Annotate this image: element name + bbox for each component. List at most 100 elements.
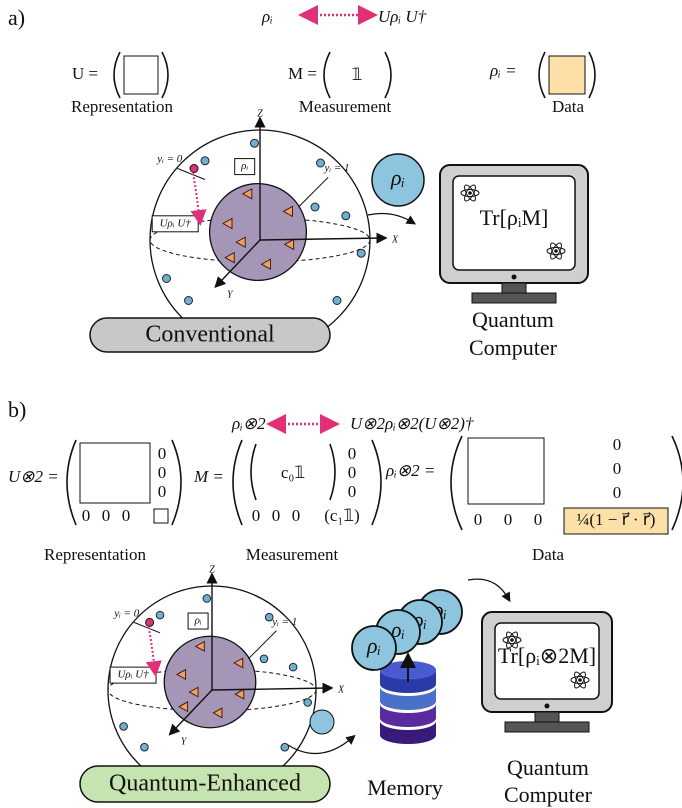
state-label: Uρᵢ U† <box>160 217 192 229</box>
parens <box>250 443 336 501</box>
matrix-box <box>153 508 169 524</box>
memory-state <box>351 625 397 671</box>
axis-label: Z <box>257 108 263 119</box>
panel-label: a) <box>8 5 25 30</box>
data-point <box>282 205 293 218</box>
zero: 0 <box>474 510 483 529</box>
axis <box>168 689 213 736</box>
zero: 0 <box>272 506 281 525</box>
zero: 0 <box>613 435 622 454</box>
data-point <box>288 662 298 672</box>
mode-pill <box>79 765 331 803</box>
data-point <box>202 594 212 603</box>
data-point <box>194 640 205 652</box>
state-point <box>189 164 199 173</box>
parens <box>232 439 382 526</box>
screen <box>452 175 576 271</box>
map-from: ρᵢ <box>261 7 273 26</box>
parens <box>113 51 169 99</box>
memory-stack <box>380 652 436 744</box>
data-point <box>260 258 271 271</box>
atom <box>502 636 522 644</box>
state-box <box>234 158 256 176</box>
atom <box>464 184 476 202</box>
data-point <box>235 236 246 249</box>
class-label: yᵢ = 1 <box>323 162 349 174</box>
parens <box>538 51 596 99</box>
atom <box>554 249 558 253</box>
data-point <box>233 657 244 669</box>
identity: 𝟙 <box>352 65 363 84</box>
stand <box>471 282 557 304</box>
computer-label: Computer <box>469 335 558 360</box>
atom <box>460 189 480 197</box>
zero: 0 <box>504 510 513 529</box>
inner-sphere <box>163 635 257 729</box>
data-point <box>162 274 171 283</box>
corner: (c₁𝟙) <box>324 506 360 525</box>
caption: Measurement <box>299 97 392 116</box>
data-point <box>283 238 295 251</box>
zero: 0 <box>534 510 543 529</box>
parens <box>450 435 682 531</box>
zero: 0 <box>613 483 622 502</box>
atom <box>550 242 562 260</box>
block: c₀𝟙 <box>281 463 305 482</box>
rotation <box>190 169 207 226</box>
power <box>544 703 550 709</box>
zero: 0 <box>122 506 131 525</box>
atom <box>578 678 582 682</box>
axis <box>259 232 388 244</box>
atom <box>510 638 514 642</box>
axis-label: X <box>391 234 399 245</box>
atom <box>506 631 518 649</box>
atom <box>574 671 586 689</box>
matrix-lhs: U⊗2 = <box>8 467 59 486</box>
data-point <box>140 742 149 752</box>
data-point <box>316 158 325 168</box>
atom <box>506 631 518 649</box>
rotation <box>145 622 162 678</box>
data-point <box>188 686 199 698</box>
pointer <box>133 621 161 634</box>
map-to: Uρᵢ U† <box>378 7 427 26</box>
zero: 0 <box>613 459 622 478</box>
data-point <box>264 612 274 622</box>
data-point <box>303 698 312 707</box>
data-point <box>356 248 366 258</box>
token-label: ρᵢ <box>390 165 405 190</box>
zero: 0 <box>158 482 167 501</box>
memory-label: Memory <box>367 775 443 800</box>
arrow <box>467 578 511 603</box>
atom <box>574 671 586 689</box>
computer: Tr[ρᵢ⊗2M] <box>481 611 613 733</box>
state-token <box>371 153 425 207</box>
matrix-lhs: U = <box>72 64 98 83</box>
pointer <box>298 176 329 208</box>
computer-label: Quantum <box>472 307 554 332</box>
state-token <box>309 709 335 735</box>
zero: 0 <box>348 482 357 501</box>
state-label: ρᵢ <box>194 615 202 627</box>
equator <box>107 668 317 712</box>
zero: 0 <box>348 463 357 482</box>
mode-label: Conventional <box>145 322 275 348</box>
map-to: U⊗2ρᵢ⊗2(U⊗2)† <box>350 414 474 433</box>
matrix-lhs: M = <box>193 467 224 486</box>
inner-sphere <box>208 182 308 282</box>
screen-text: Tr[ρᵢM] <box>480 205 549 230</box>
data-point <box>250 138 259 148</box>
atom <box>468 191 472 195</box>
atom <box>464 184 476 202</box>
data-point <box>178 701 189 713</box>
data-point <box>259 654 269 664</box>
mode-label: Quantum-Enhanced <box>109 771 301 797</box>
map-from: ρᵢ⊗2 <box>231 414 266 433</box>
zero: 0 <box>348 444 357 463</box>
computer-label: Computer <box>504 782 593 807</box>
data-point <box>224 251 235 264</box>
arrow <box>287 734 356 755</box>
pointer <box>177 168 206 180</box>
caption: Data <box>552 97 585 116</box>
